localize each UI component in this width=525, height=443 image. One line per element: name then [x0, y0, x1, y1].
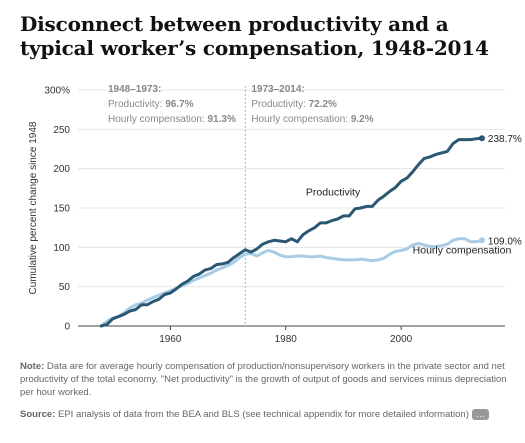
period-heading: 1948–1973: — [108, 84, 161, 95]
period-compensation-label: Hourly compensation: — [108, 114, 208, 125]
source-text: EPI analysis of data from the BEA and BL… — [55, 409, 469, 420]
period-productivity-label: Productivity: — [251, 99, 308, 110]
period-compensation-label: Hourly compensation: — [251, 114, 350, 125]
chart-note: Note: Data are for average hourly compen… — [20, 360, 510, 399]
period-productivity-value: 96.7% — [165, 99, 193, 110]
chart-source: Source: EPI analysis of data from the BE… — [20, 408, 510, 421]
note-label: Note: — [20, 361, 45, 372]
y-axis-label: Cumulative percent change since 1948 — [28, 121, 39, 294]
y-tick-label: 50 — [59, 282, 71, 293]
y-tick-label: 100 — [53, 243, 70, 254]
period-heading: 1973–2014: — [251, 84, 304, 95]
series-end-point — [478, 135, 485, 142]
more-info-button[interactable]: … — [471, 408, 489, 420]
line-chart: 0 50 100 150 200 250 300% Cumulative percent ch… — [28, 84, 522, 345]
x-tick-label: 1980 — [275, 334, 298, 345]
period-annotations: 1948–1973: Productivity: 96.7% Hourly comp… — [108, 84, 374, 125]
x-axis: 1960 1980 2000 — [78, 325, 505, 345]
series-end-label: 109.0% — [488, 236, 522, 247]
y-tick-label: 200 — [53, 164, 70, 175]
y-tick-label: 300% — [44, 86, 70, 97]
series-line-productivity — [99, 136, 484, 328]
x-tick-label: 1960 — [159, 334, 182, 345]
series-labels: 109.0% 238.7% Productivity Hourly compensat… — [306, 134, 522, 256]
period-compensation: Hourly compensation: 91.3% — [108, 114, 236, 125]
x-tick-label: 2000 — [390, 334, 413, 345]
period-productivity-label: Productivity: — [108, 99, 165, 110]
period-productivity: Productivity: 96.7% — [108, 99, 194, 110]
period-compensation-value: 9.2% — [351, 114, 374, 125]
period-compensation-value: 91.3% — [208, 114, 236, 125]
note-text: Data are for average hourly compensation… — [20, 361, 507, 398]
y-tick-label: 0 — [64, 322, 70, 333]
y-tick-label: 250 — [53, 125, 70, 136]
source-label: Source: — [20, 409, 56, 420]
period-productivity: Productivity: 72.2% — [251, 99, 337, 110]
y-axis: 0 50 100 150 200 250 300% Cumulative percent ch… — [28, 86, 70, 333]
grid-lines — [78, 89, 505, 288]
series-name-hourly-compensation: Hourly compensation — [413, 244, 512, 256]
series-end-point — [478, 237, 485, 244]
chart-title: Disconnect between productivity and a ty… — [20, 12, 489, 60]
series-lines — [99, 135, 485, 328]
series-name-productivity: Productivity — [306, 186, 361, 198]
period-compensation: Hourly compensation: 9.2% — [251, 114, 373, 125]
period-productivity-value: 72.2% — [309, 99, 337, 110]
series-end-label: 238.7% — [488, 134, 522, 145]
y-tick-label: 150 — [53, 204, 70, 215]
